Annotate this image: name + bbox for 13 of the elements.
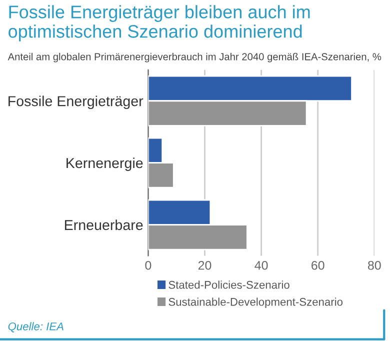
y-tick-label: Erneuerbare (64, 220, 143, 230)
legend-label: Sustainable-Development-Szenario (168, 298, 343, 308)
y-tick-label: Fossile Energieträger (8, 96, 144, 110)
y-tick-label: Kernenergie (66, 158, 143, 171)
x-tick-label: 40 (254, 260, 268, 270)
source-note: Quelle: IEA (8, 322, 64, 332)
legend-label: Stated-Policies-Szenario (168, 280, 290, 289)
x-tick-label: 20 (198, 260, 212, 270)
x-tick-label: 0 (145, 260, 152, 270)
chart-subtitle: Anteil am globalen Primärenergieverbrauch im Jahr 2040 gemäß IEA-Szenarien, % (8, 52, 382, 62)
chart-title: Fossile Energieträger bleiben auch im optimistischen Szenario dominierend (8, 5, 310, 42)
x-tick-label: 60 (312, 260, 324, 270)
x-tick-label: 80 (368, 260, 381, 270)
